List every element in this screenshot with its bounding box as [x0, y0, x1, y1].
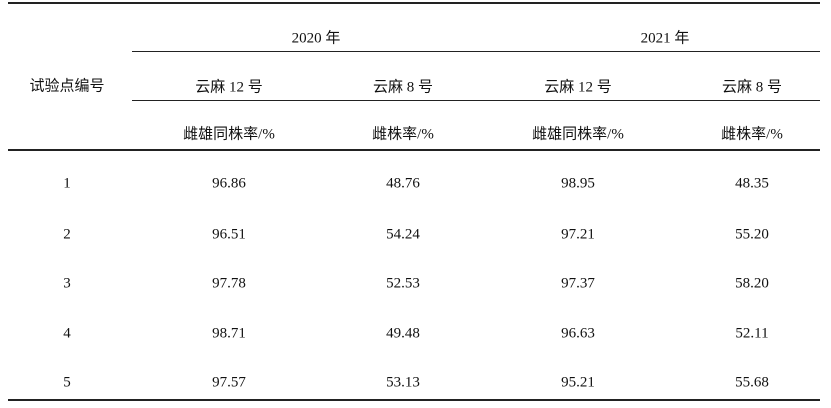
year-rule	[132, 51, 820, 52]
bottom-rule	[8, 399, 820, 401]
cell-value: 97.78	[212, 275, 246, 292]
cell-value: 97.37	[561, 275, 595, 292]
year-header: 2021 年	[640, 30, 690, 47]
cell-value: 96.63	[561, 325, 595, 342]
cell-value: 55.20	[735, 226, 769, 243]
cell-value: 49.48	[386, 325, 420, 342]
cell-value: 54.24	[386, 226, 420, 243]
metric-header: 雌雄同株率/%	[532, 126, 624, 143]
cell-value: 97.21	[561, 226, 595, 243]
cell-value: 53.13	[386, 374, 420, 391]
year-header: 2020 年	[291, 30, 341, 47]
cell-value: 96.86	[212, 175, 246, 192]
cell-value: 98.71	[212, 325, 246, 342]
top-rule	[8, 2, 820, 4]
cell-value: 97.57	[212, 374, 246, 391]
cell-value: 55.68	[735, 374, 769, 391]
site-number: 5	[63, 374, 71, 391]
variety-header: 云麻 12 号	[195, 79, 263, 96]
metric-header: 雌株率/%	[721, 126, 783, 143]
cell-value: 96.51	[212, 226, 246, 243]
site-number: 2	[63, 226, 71, 243]
variety-header: 云麻 8 号	[372, 79, 434, 96]
metric-header: 雌株率/%	[372, 126, 434, 143]
metric-header: 雌雄同株率/%	[183, 126, 275, 143]
site-number: 1	[63, 175, 71, 192]
row-label-header: 试验点编号	[29, 78, 105, 95]
cell-value: 95.21	[561, 374, 595, 391]
header-rule	[8, 149, 820, 151]
variety-header: 云麻 8 号	[721, 79, 783, 96]
variety-header: 云麻 12 号	[544, 79, 612, 96]
variety-rule	[132, 100, 820, 101]
cell-value: 48.76	[386, 175, 420, 192]
cell-value: 48.35	[735, 175, 769, 192]
cell-value: 58.20	[735, 275, 769, 292]
cell-value: 98.95	[561, 175, 595, 192]
site-number: 4	[63, 325, 71, 342]
cell-value: 52.53	[386, 275, 420, 292]
site-number: 3	[63, 275, 71, 292]
cell-value: 52.11	[735, 325, 769, 342]
